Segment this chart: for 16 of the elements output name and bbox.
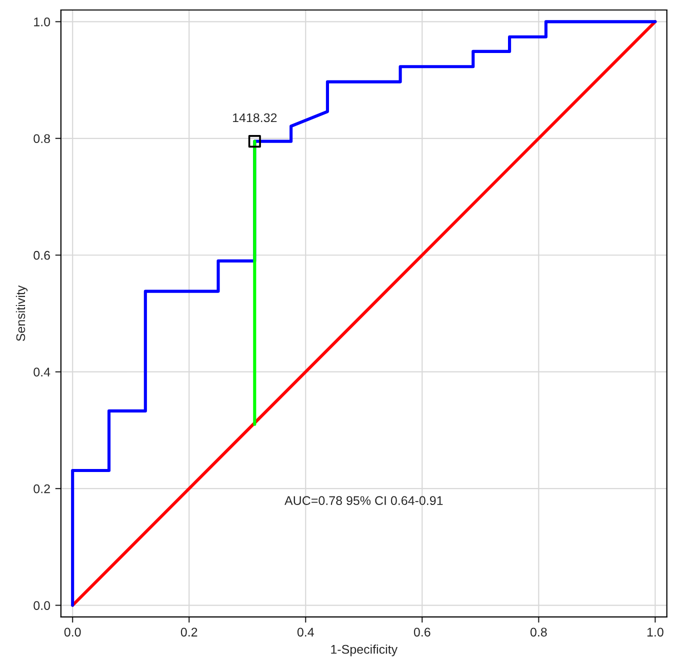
x-tick-label: 0.4 [297, 628, 314, 637]
x-tick-label: 0.8 [530, 628, 547, 637]
y-tick-label: 0.6 [34, 250, 50, 260]
x-tick-label: 0.0 [64, 628, 81, 637]
x-tick-label: 0.2 [180, 628, 198, 637]
annotation: AUC=0.78 95% CI 0.64-0.91 [284, 496, 443, 506]
y-tick-label: 0.0 [34, 601, 50, 610]
x-tick-label: 0.6 [414, 628, 430, 637]
y-tick-label: 0.4 [34, 368, 50, 377]
y-tick-label: 0.8 [34, 134, 50, 144]
y-tick-label: 0.2 [34, 484, 50, 494]
x-tick-label: 1.0 [647, 628, 664, 637]
annotation: 1418.32 [233, 113, 277, 122]
y-axis-title: Sensitivity [16, 285, 28, 342]
y-tick-label: 1.0 [34, 17, 50, 26]
x-axis-title: 1-Specificity [331, 644, 398, 656]
